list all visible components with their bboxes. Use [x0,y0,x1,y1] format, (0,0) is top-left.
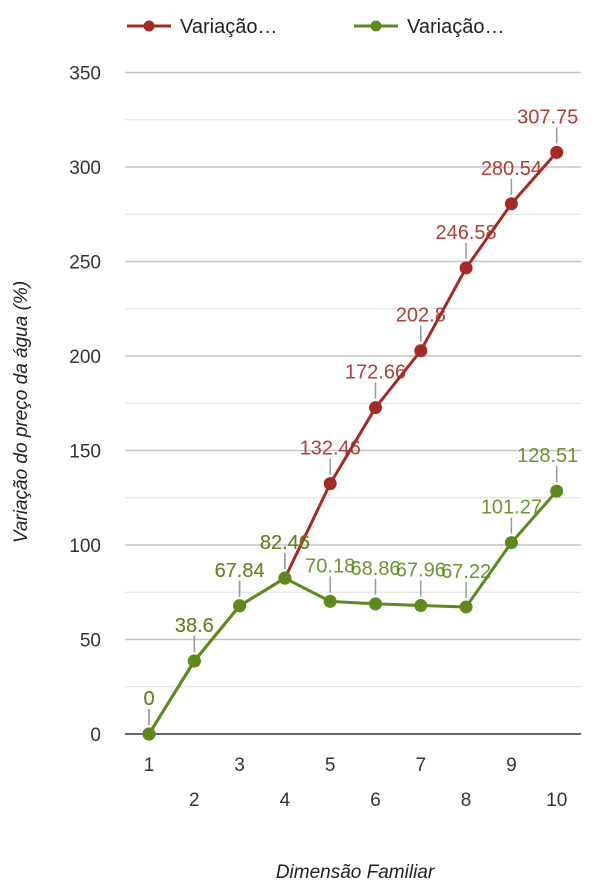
x-tick-label: 5 [325,755,336,776]
data-point [504,536,518,550]
legend-item: Variação… [127,16,277,38]
legend-label: Variação… [407,16,504,38]
data-label: 38.6 [175,615,214,637]
data-label: 0 [143,688,154,710]
data-label: 172.66 [345,362,406,384]
data-label: 307.75 [517,106,578,128]
data-point [323,594,337,608]
legend-swatch-marker [370,20,382,32]
data-label: 202.8 [396,305,446,327]
y-axis-title: Variação do preço da água (%) [11,281,32,543]
data-point [187,654,201,668]
data-label: 67.96 [396,560,446,582]
x-tick-label: 10 [546,790,567,811]
x-tick-label: 8 [461,790,472,811]
x-axis-ticks: 1 2 3 4 5 6 7 8 9 10 [144,755,568,811]
data-label: 67.84 [215,560,265,582]
x-tick-label: 6 [370,790,381,811]
data-point [233,599,247,613]
legend-item: Variação… [354,16,504,38]
series-lines [142,145,564,741]
data-point [550,484,564,498]
data-label: 38.6 [175,615,214,637]
x-tick-label: 2 [189,790,200,811]
y-tick-label: 250 [69,253,101,274]
data-point [414,599,428,613]
y-tick-label: 200 [69,347,101,368]
data-label: 246.58 [436,222,497,244]
data-point [323,477,337,491]
y-tick-label: 150 [69,442,101,463]
x-axis-title: Dimensão Familiar [276,862,435,883]
data-label: 128.51 [517,445,578,467]
data-label: 70.18 [305,555,355,577]
y-tick-label: 0 [90,725,101,746]
data-point [142,727,156,741]
data-labels: 0 38.6 67.84 82.46 132.46 172.66 202.8 246.58 28… [143,106,578,725]
series-2 [142,484,564,741]
data-label: 280.54 [481,158,542,180]
data-label: 132.46 [300,438,361,460]
x-tick-label: 7 [416,755,427,776]
data-point [504,197,518,211]
data-label: 68.86 [350,558,400,580]
data-label: 0 [143,688,154,710]
data-point [369,401,382,415]
data-label: 101.27 [481,497,542,519]
x-tick-label: 1 [144,755,155,776]
data-point [459,261,473,275]
data-point [369,597,382,611]
legend-label: Variação… [180,16,277,38]
data-label: 82.46 [260,532,310,554]
data-label: 67.22 [441,561,491,583]
data-point [414,344,428,358]
series-line [147,490,558,735]
x-tick-label: 3 [234,755,245,776]
data-label: 82.46 [260,532,310,554]
x-tick-label: 9 [506,755,517,776]
y-tick-label: 50 [80,631,101,652]
data-label: 67.84 [215,560,265,582]
data-point [550,145,564,159]
data-point [278,571,292,585]
y-tick-label: 100 [69,536,101,557]
legend-swatch-marker [143,20,155,32]
legend: Variação… Variação… [127,16,504,38]
y-tick-label: 300 [69,158,101,179]
x-tick-label: 4 [280,790,291,811]
data-point [459,600,473,614]
y-axis-ticks: 0 50 100 150 200 250 300 350 [69,64,101,747]
y-tick-label: 350 [69,64,101,85]
